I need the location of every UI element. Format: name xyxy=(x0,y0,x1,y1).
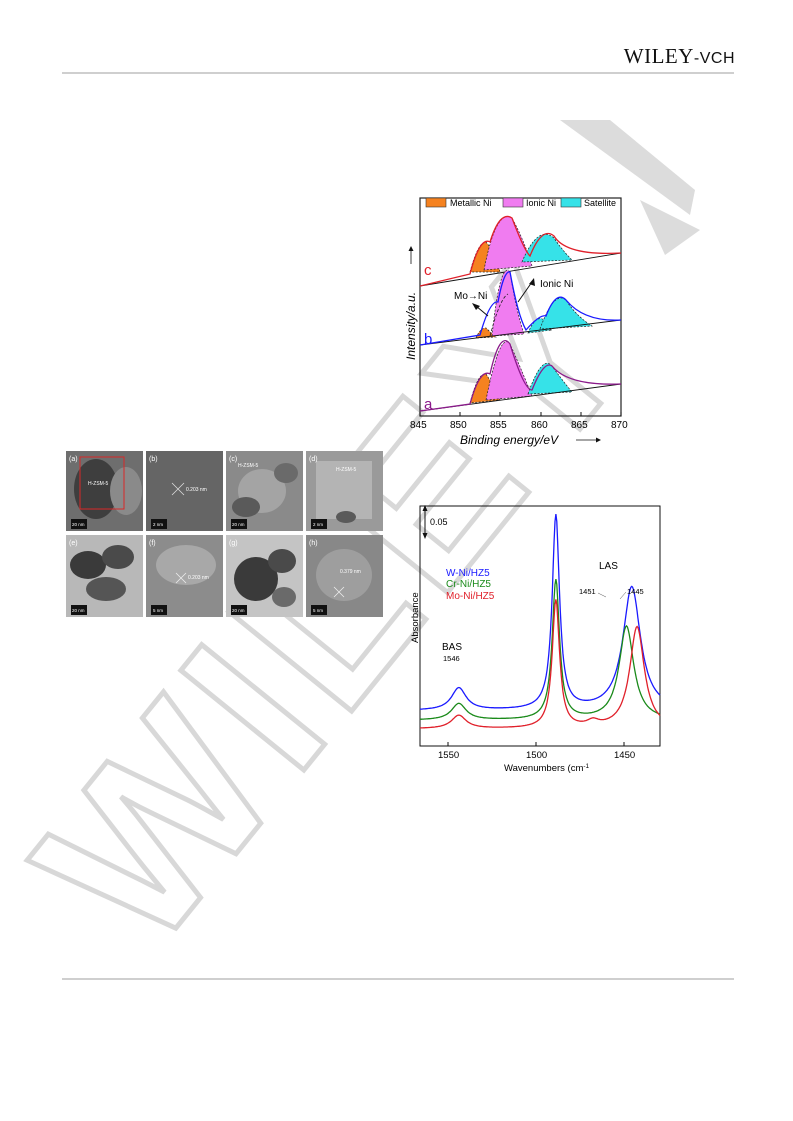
tem-h-label: 0.379 nm xyxy=(340,569,361,575)
xps-xtick-870: 870 xyxy=(611,420,628,431)
tem-h-letter: (h) xyxy=(309,540,318,547)
ftir-legend-cr: Cr-Ni/HZ5 xyxy=(446,579,491,590)
tem-f-letter: (f) xyxy=(149,540,156,547)
tem-a-letter: (a) xyxy=(69,456,78,463)
ftir-series xyxy=(419,514,661,729)
xps-xtick-860: 860 xyxy=(531,420,548,431)
ftir-line-0 xyxy=(419,514,661,710)
legend-swatch-satellite xyxy=(560,197,582,208)
xps-annotations: Mo→Ni Ionic Ni xyxy=(454,278,573,317)
tem-e-letter: (e) xyxy=(69,540,78,547)
ftir-xtick-1450: 1450 xyxy=(614,750,635,761)
xps-xtick-850: 850 xyxy=(450,420,467,431)
trace-label-c: c xyxy=(424,262,432,279)
publisher-main: WILEY xyxy=(623,44,694,68)
publisher-logo: WILEY-VCH xyxy=(624,44,735,69)
tem-g-letter: (g) xyxy=(229,540,238,547)
annotation-1445: 1445 xyxy=(627,587,644,596)
ftir-legend: W-Ni/HZ5 Cr-Ni/HZ5 Mo-Ni/HZ5 xyxy=(446,568,495,602)
header-rule xyxy=(62,72,734,74)
tem-panel-e: (e) 20 nm xyxy=(66,535,143,617)
tem-panel-a: (a) H-ZSM-5 20 nm xyxy=(66,451,143,531)
ftir-annotations: BAS 1546 LAS 1451 1445 xyxy=(442,561,644,663)
annotation-bas: BAS xyxy=(442,642,462,653)
annotation-las: LAS xyxy=(599,561,618,572)
tem-d-scale: 2 nm xyxy=(313,522,323,527)
tem-panel-c: (c) H-ZSM-5 20 nm xyxy=(226,451,303,531)
tem-c-letter: (c) xyxy=(229,456,237,463)
annotation-1546: 1546 xyxy=(443,654,460,663)
publisher-suffix: -VCH xyxy=(693,50,735,67)
legend-satellite: Satellite xyxy=(584,198,616,208)
tem-e-scale: 20 nm xyxy=(72,608,85,613)
tem-panel-g: (g) 20 nm xyxy=(226,535,303,617)
tem-panel-h: (h) 0.379 nm 5 nm xyxy=(306,535,383,617)
tem-b-letter: (b) xyxy=(149,456,158,463)
ftir-scale-bar: 0.05 xyxy=(422,505,448,539)
legend-swatch-ionic xyxy=(502,197,524,208)
tem-d-label: H-ZSM-5 xyxy=(336,467,356,473)
legend-ionic-ni: Ionic Ni xyxy=(526,198,556,208)
xps-trace-c xyxy=(420,215,621,287)
ftir-xtick-1550: 1550 xyxy=(438,750,459,761)
annotation-ionic-ni: Ionic Ni xyxy=(540,279,573,290)
xps-xtick-845: 845 xyxy=(410,420,427,431)
ftir-chart: 0.05 W-Ni/HZ5 Cr-Ni/HZ5 Mo-Ni/HZ5 BAS 15… xyxy=(410,505,661,773)
xps-trace-a xyxy=(420,339,621,412)
xps-xtick-855: 855 xyxy=(490,420,507,431)
xps-legend: Metallic Ni Ionic Ni Satellite xyxy=(425,197,616,208)
tem-d-letter: (d) xyxy=(309,456,318,463)
xps-figure: Metallic Ni Ionic Ni Satellite xyxy=(404,197,628,447)
annotation-mo-ni: Mo→Ni xyxy=(454,291,487,302)
tem-a-scale: 20 nm xyxy=(72,522,85,527)
ftir-legend-mo: Mo-Ni/HZ5 xyxy=(446,591,495,602)
trace-label-a: a xyxy=(424,396,433,413)
tem-f-scale: 5 nm xyxy=(153,608,163,613)
tem-c-scale: 20 nm xyxy=(232,522,245,527)
tem-b-scale: 2 nm xyxy=(153,522,163,527)
ftir-line-1 xyxy=(419,578,661,720)
ftir-legend-w: W-Ni/HZ5 xyxy=(446,568,490,579)
tem-panel-d: (d) H-ZSM-5 2 nm xyxy=(306,451,383,531)
ftir-scale-label: 0.05 xyxy=(430,517,448,527)
ftir-xtick-1500: 1500 xyxy=(526,750,547,761)
ftir-frame xyxy=(419,505,661,747)
ftir-ylabel: Absorbance xyxy=(410,592,421,643)
legend-metallic-ni: Metallic Ni xyxy=(450,198,492,208)
trace-label-b: b xyxy=(424,331,432,348)
xps-ylabel-group: Intensity/a.u. xyxy=(404,246,418,360)
xps-xlabel: Binding energy/eV xyxy=(460,433,559,447)
tem-g-scale: 20 nm xyxy=(232,608,245,613)
watermark-mark xyxy=(640,200,700,255)
tem-panel-b: (b) 0.203 nm 2 nm xyxy=(146,451,223,531)
xps-ylabel: Intensity/a.u. xyxy=(404,292,418,360)
annotation-1451: 1451 xyxy=(579,587,596,596)
xps-xtick-865: 865 xyxy=(571,420,588,431)
tem-panel-f: (f) 0.203 nm 5 nm xyxy=(146,535,223,617)
xps-xaxis: 845 850 855 860 865 870 xyxy=(410,412,628,431)
tem-a-label: H-ZSM-5 xyxy=(88,481,108,487)
ftir-xlabel: Wavenumbers (cm-1 xyxy=(504,763,590,773)
tem-f-label: 0.203 nm xyxy=(188,575,209,581)
tem-figure: (a) H-ZSM-5 20 nm (b) 0.203 nm 2 nm (c) … xyxy=(66,451,383,617)
ftir-line-2 xyxy=(419,599,661,729)
ftir-xaxis: 1550 1500 1450 xyxy=(438,742,635,761)
legend-swatch-metallic xyxy=(425,197,447,208)
tem-b-label: 0.203 nm xyxy=(186,487,207,493)
tem-c-label: H-ZSM-5 xyxy=(238,463,258,469)
footer-rule xyxy=(62,978,734,980)
xps-trace-b xyxy=(420,270,621,346)
tem-h-scale: 5 nm xyxy=(313,608,323,613)
